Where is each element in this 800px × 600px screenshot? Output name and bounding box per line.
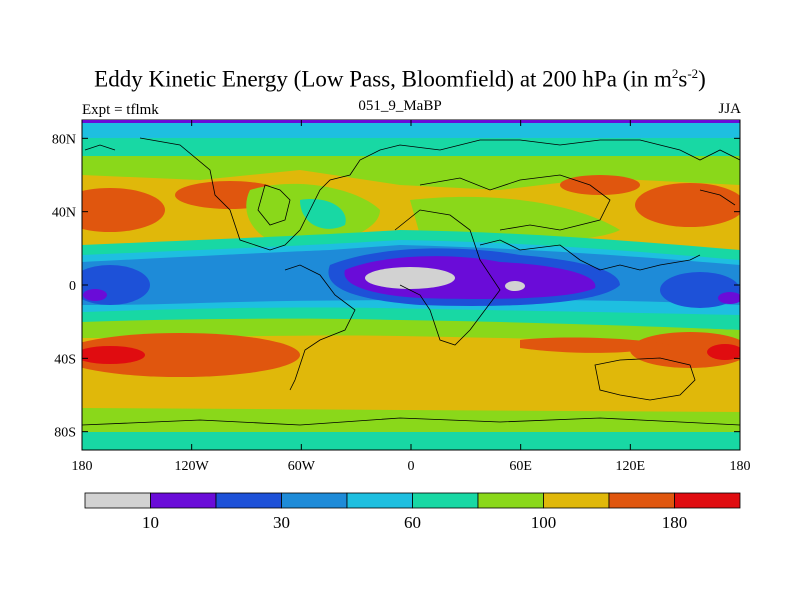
colorbar-swatch [608,492,675,509]
colorbar-swatch [674,492,741,509]
colorbar [84,492,741,509]
y-tick-label: 80N [52,132,76,147]
colorbar-swatch [215,492,282,509]
colorbar-label: 100 [531,513,557,532]
colorbar-label: 30 [273,513,290,532]
x-tick-label: 120E [616,459,646,474]
axis-ticks [81,120,741,450]
colorbar-labels: 10 30 60 100 180 [142,513,687,532]
contour-field [82,120,740,450]
colorbar-swatch [477,492,544,509]
colorbar-label: 180 [662,513,688,532]
experiment-label: Expt = tflmk [82,102,159,118]
x-axis-labels: 180 120W 60W 0 60E 120E 180 [72,459,751,474]
coastline-outlines [82,137,740,426]
y-tick-label: 40N [52,206,76,221]
y-tick-label: 40S [54,352,76,367]
colorbar-swatch [412,492,479,509]
colorbar-label: 60 [404,513,421,532]
y-axis-labels: 80N 40N 0 40S 80S [52,132,76,440]
colorbar-swatch [346,492,413,509]
colorbar-swatch [84,492,151,509]
x-tick-label: 60W [288,459,316,474]
y-tick-label: 80S [54,426,76,441]
x-tick-label: 0 [408,459,415,474]
colorbar-swatch [150,492,217,509]
colorbar-label: 10 [142,513,159,532]
season-label: JJA [718,101,741,117]
x-tick-label: 120W [175,459,210,474]
x-tick-label: 180 [730,459,751,474]
colorbar-swatch [281,492,348,509]
x-tick-label: 60E [509,459,532,474]
run-label: 051_9_MaBP [358,98,442,114]
plot-title: Eddy Kinetic Energy (Low Pass, Bloomfiel… [94,66,706,92]
x-tick-label: 180 [72,459,93,474]
y-tick-label: 0 [69,279,76,294]
colorbar-swatch [543,492,610,509]
